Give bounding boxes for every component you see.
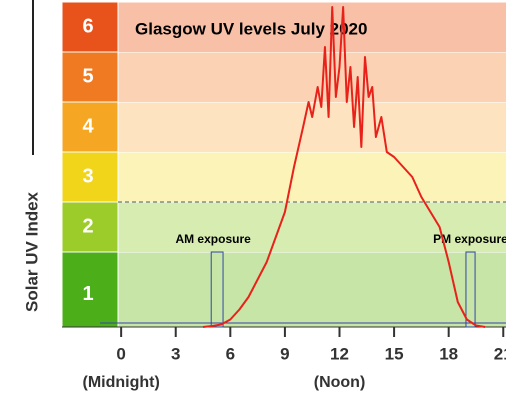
band-swatch bbox=[61, 1, 119, 53]
band-swatch bbox=[61, 101, 119, 153]
chart-title: Glasgow UV levels July 2020 bbox=[135, 19, 367, 38]
y-tick-label: 4 bbox=[82, 115, 94, 137]
y-tick-label: 6 bbox=[82, 15, 93, 37]
band-swatch bbox=[61, 151, 119, 203]
x-sublabel: (Noon) bbox=[314, 374, 366, 391]
exposure-window bbox=[465, 251, 476, 328]
x-tick-label: 12 bbox=[330, 344, 349, 363]
uv-line bbox=[202, 6, 486, 328]
band-fill bbox=[118, 102, 506, 152]
x-tick-label: 3 bbox=[171, 344, 180, 363]
exposure-label: PM exposure bbox=[433, 232, 506, 246]
x-tick-label: 21 bbox=[494, 344, 506, 363]
x-tick-label: 9 bbox=[280, 344, 289, 363]
x-tick-label: 6 bbox=[226, 344, 235, 363]
exposure-window bbox=[210, 251, 224, 328]
exposure-label: AM exposure bbox=[175, 232, 251, 246]
x-sublabel: (Midnight) bbox=[82, 374, 159, 391]
band-fill bbox=[118, 2, 506, 52]
x-tick-label: 18 bbox=[439, 344, 458, 363]
y-tick-label: 2 bbox=[82, 215, 93, 237]
band-fill bbox=[118, 152, 506, 202]
y-tick-label: 3 bbox=[82, 165, 93, 187]
x-tick-label: 15 bbox=[385, 344, 404, 363]
band-fill bbox=[118, 202, 506, 252]
band-swatch bbox=[61, 51, 119, 103]
band-fill bbox=[118, 252, 506, 327]
x-tick-label: 0 bbox=[116, 344, 125, 363]
y-tick-label: 5 bbox=[82, 65, 93, 87]
y-tick-label: 1 bbox=[82, 283, 93, 305]
y-axis-label: Solar UV Index bbox=[22, 191, 41, 312]
band-fill bbox=[118, 52, 506, 102]
band-swatch bbox=[61, 201, 119, 253]
